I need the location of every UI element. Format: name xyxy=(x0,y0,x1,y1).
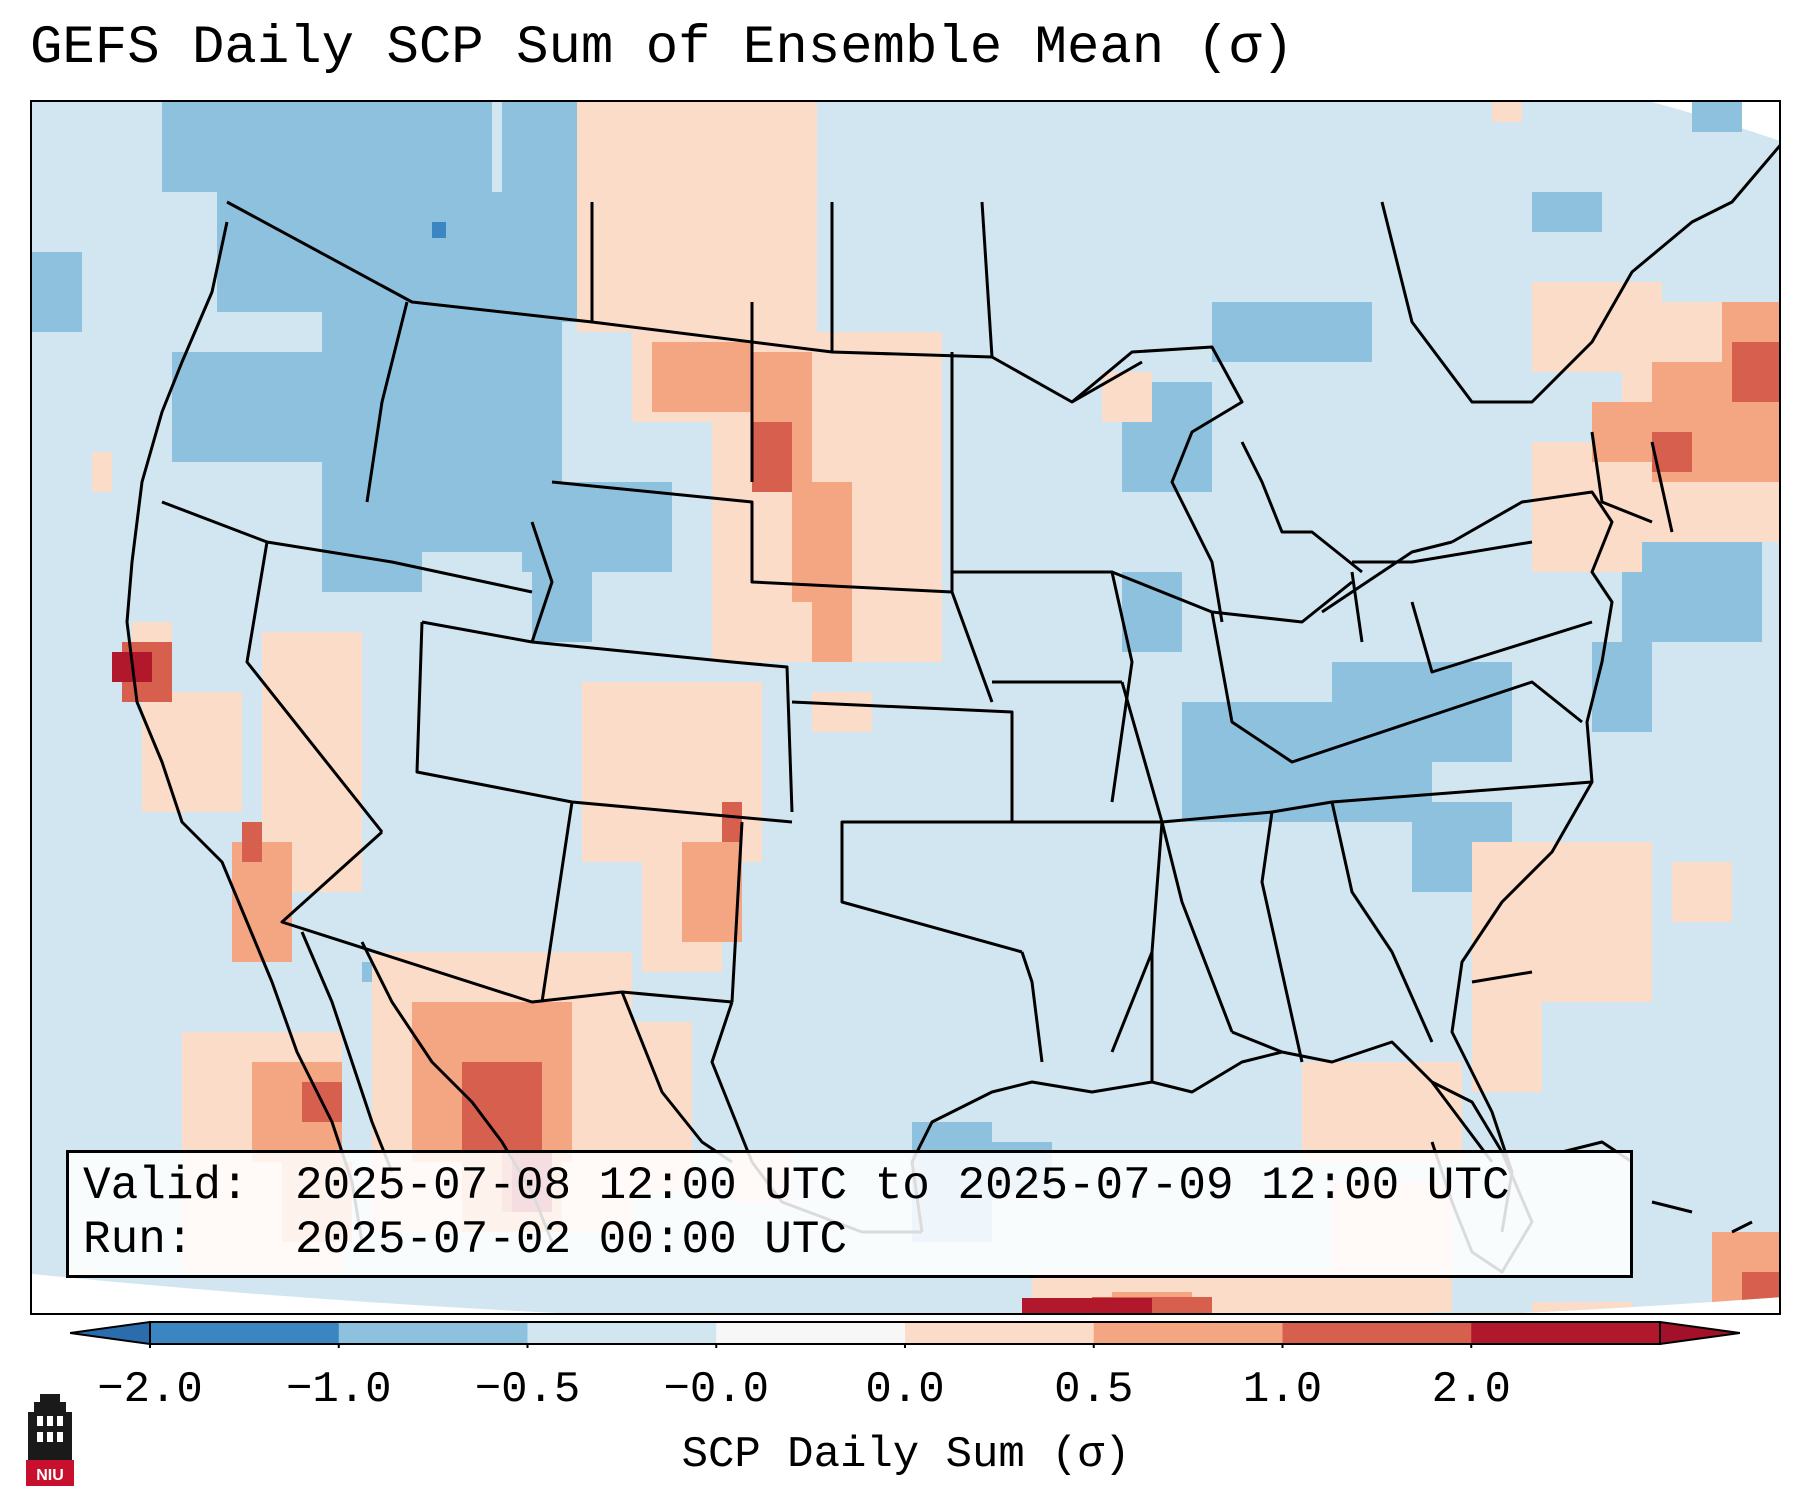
state-line xyxy=(280,830,733,1004)
state-line xyxy=(1160,821,1234,1033)
colorbar-extend-low xyxy=(70,1320,151,1346)
colorbar-bin xyxy=(1471,1322,1661,1344)
niu-windows xyxy=(37,1416,63,1442)
colorbar xyxy=(70,1320,1740,1348)
state-line xyxy=(421,521,554,644)
state-line xyxy=(1471,970,1533,984)
niu-text: NIU xyxy=(36,1467,64,1484)
run-line: Run: 2025-07-02 00:00 UTC xyxy=(83,1213,1630,1267)
state-line xyxy=(365,301,409,503)
state-line xyxy=(161,500,533,594)
niu-logo: NIU xyxy=(26,1394,74,1486)
map-title: GEFS Daily SCP Sum of Ensemble Mean (σ) xyxy=(30,18,1294,79)
colorbar-tick-label: −0.5 xyxy=(474,1365,581,1415)
state-line xyxy=(1231,1030,1283,1054)
state-line xyxy=(1012,820,1164,1053)
state-line xyxy=(1650,441,1674,533)
run-value: 2025-07-02 00:00 UTC xyxy=(295,1214,848,1266)
run-label: Run: xyxy=(83,1214,194,1266)
state-line xyxy=(791,700,1023,954)
colorbar-bins xyxy=(150,1322,1661,1344)
state-line xyxy=(415,621,793,824)
state-line xyxy=(551,480,953,594)
state-line xyxy=(540,801,574,1003)
west-coastline xyxy=(125,221,364,1243)
valid-line: Valid: 2025-07-08 12:00 UTC to 2025-07-09… xyxy=(83,1159,1630,1213)
colorbar-tick-label: −1.0 xyxy=(285,1365,392,1415)
map-canvas xyxy=(32,102,1779,1313)
map-panel xyxy=(30,100,1781,1315)
colorbar-bin xyxy=(1093,1322,1283,1344)
state-line xyxy=(531,640,794,813)
colorbar-bin xyxy=(150,1322,340,1344)
valid-label: Valid: xyxy=(83,1160,249,1212)
colorbar-tick-label: −0.0 xyxy=(663,1365,770,1415)
colorbar-extend-high xyxy=(1659,1320,1740,1346)
state-line xyxy=(1020,951,1044,1063)
state-line xyxy=(950,352,994,703)
canada-east-coast xyxy=(1380,144,1779,404)
state-line xyxy=(1260,811,1304,1063)
strong-negative-area xyxy=(432,222,446,238)
niu-badge xyxy=(26,1460,74,1486)
valid-value: 2025-07-08 12:00 UTC to 2025-07-09 12:00… xyxy=(295,1160,1510,1212)
outside-domain xyxy=(1652,102,1779,141)
colorbar-bin xyxy=(338,1322,528,1344)
state-line xyxy=(1330,801,1434,1043)
colorbar-bin xyxy=(716,1322,906,1344)
colorbar-tick-label: 2.0 xyxy=(1431,1365,1511,1415)
colorbar-tick-label: 0.5 xyxy=(1054,1365,1134,1415)
great-lakes xyxy=(1071,345,1453,623)
state-line xyxy=(1350,571,1364,643)
colorbar-label: SCP Daily Sum (σ) xyxy=(681,1430,1131,1480)
state-line xyxy=(1111,570,1353,624)
colorbar-bin xyxy=(527,1322,717,1344)
state-line xyxy=(952,570,1134,803)
valid-run-info-box: Valid: 2025-07-08 12:00 UTC to 2025-07-09… xyxy=(66,1150,1633,1278)
state-line xyxy=(1411,680,1583,724)
colorbar-tick-label: 1.0 xyxy=(1242,1365,1323,1415)
state-line xyxy=(1410,601,1593,674)
state-line xyxy=(1210,611,1413,764)
map-boundaries xyxy=(125,144,1779,1274)
state-line xyxy=(245,541,384,833)
state-line xyxy=(980,201,994,358)
colorbar-bin xyxy=(905,1322,1095,1344)
state-line xyxy=(1590,431,1653,524)
colorbar-tick-label: −2.0 xyxy=(97,1365,203,1415)
gulf-coastline xyxy=(910,1040,1494,1233)
state-line xyxy=(1352,540,1533,564)
state-line xyxy=(730,821,744,1003)
colorbar-bin xyxy=(1282,1322,1472,1344)
northeast-coast xyxy=(1450,490,1614,1233)
colorbar-tick-label: 0.0 xyxy=(865,1365,945,1415)
